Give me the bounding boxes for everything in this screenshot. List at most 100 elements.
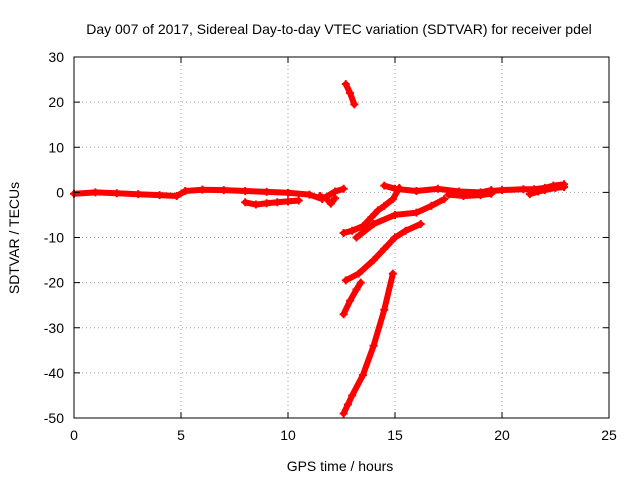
data-point — [388, 269, 397, 278]
data-point — [241, 187, 250, 196]
data-point — [112, 189, 121, 198]
data-point — [356, 278, 365, 287]
y-tick-label: 0 — [56, 184, 64, 200]
data-point — [294, 196, 303, 205]
data-point — [519, 185, 528, 194]
x-tick-label: 0 — [70, 427, 78, 443]
series-track-1 — [70, 184, 348, 204]
data-point — [369, 256, 378, 265]
series-track-5 — [339, 183, 404, 237]
data-point — [380, 181, 389, 190]
data-point — [273, 198, 282, 207]
data-point — [284, 188, 292, 197]
data-point — [343, 400, 352, 409]
data-point — [427, 201, 436, 210]
data-point — [134, 190, 143, 199]
series-track-11 — [341, 219, 425, 285]
data-point — [339, 184, 348, 193]
data-point — [369, 219, 378, 228]
data-point — [391, 210, 399, 219]
data-point — [316, 191, 325, 200]
data-point — [388, 195, 397, 204]
series-line — [317, 193, 339, 207]
x-tick-label: 25 — [601, 427, 617, 443]
data-point — [498, 186, 506, 195]
series-line — [71, 185, 347, 203]
data-point — [440, 195, 449, 204]
y-tick-label: 10 — [48, 139, 64, 155]
grid-lines — [74, 57, 609, 418]
data-point — [331, 194, 340, 203]
data-point — [339, 409, 348, 418]
data-point — [540, 186, 549, 195]
data-point — [219, 186, 228, 195]
data-point — [433, 184, 442, 193]
data-point — [241, 198, 250, 207]
data-point — [346, 296, 355, 305]
data-point — [476, 191, 485, 200]
data-point — [352, 233, 361, 242]
data-point — [416, 219, 425, 228]
data-point — [380, 201, 389, 210]
data-point — [412, 208, 421, 217]
series-track-10 — [525, 182, 569, 199]
x-tick-label: 20 — [494, 427, 510, 443]
data-point — [380, 305, 389, 314]
series-line — [353, 196, 448, 241]
data-point — [391, 184, 399, 193]
data-point — [354, 269, 363, 278]
data-point — [358, 371, 367, 380]
data-point — [369, 341, 378, 350]
series-track-13 — [339, 269, 397, 418]
data-point — [348, 391, 357, 400]
data-point — [373, 206, 382, 215]
data-point — [251, 200, 260, 209]
chart-title: Day 007 of 2017, Sidereal Day-to-day VTE… — [86, 21, 592, 37]
data-point — [339, 310, 348, 319]
data-point — [560, 182, 569, 191]
y-tick-label: -50 — [44, 410, 64, 426]
series-line — [342, 221, 424, 284]
data-point — [305, 190, 314, 199]
series-line — [445, 190, 495, 199]
series-track-2 — [241, 196, 303, 209]
y-tick-label: -40 — [44, 365, 64, 381]
x-axis-label: GPS time / hours — [287, 458, 394, 474]
data-point — [322, 194, 331, 203]
data-series — [70, 80, 569, 418]
data-point — [534, 187, 543, 196]
data-point — [352, 285, 361, 294]
data-point — [401, 226, 410, 235]
data-point — [346, 89, 355, 98]
data-point — [391, 233, 399, 242]
data-point — [341, 276, 350, 285]
data-point — [341, 80, 350, 89]
axis-ticks: 0 5 10 15 20 25 -50 -40 -30 -20 -10 0 10 20 30 — [44, 49, 617, 443]
data-point — [91, 188, 100, 197]
data-point — [181, 187, 190, 196]
y-tick-label: -20 — [44, 275, 64, 291]
data-point — [350, 100, 359, 109]
data-point — [326, 199, 335, 208]
series-track-4 — [341, 80, 359, 109]
data-point — [551, 183, 560, 192]
series-track-6 — [352, 195, 449, 242]
y-tick-label: 20 — [48, 94, 64, 110]
x-tick-label: 10 — [280, 427, 296, 443]
data-point — [172, 191, 181, 200]
y-tick-label: -10 — [44, 230, 64, 246]
data-point — [348, 226, 357, 235]
data-point — [198, 185, 207, 194]
data-point — [339, 228, 348, 237]
series-track-3 — [316, 191, 340, 208]
data-point — [284, 197, 292, 206]
data-point — [380, 244, 389, 253]
data-point — [262, 199, 271, 208]
data-point — [459, 191, 468, 200]
data-point — [525, 190, 534, 199]
x-tick-label: 5 — [177, 427, 185, 443]
y-tick-label: -30 — [44, 320, 64, 336]
data-point — [444, 190, 453, 199]
x-tick-label: 15 — [387, 427, 403, 443]
